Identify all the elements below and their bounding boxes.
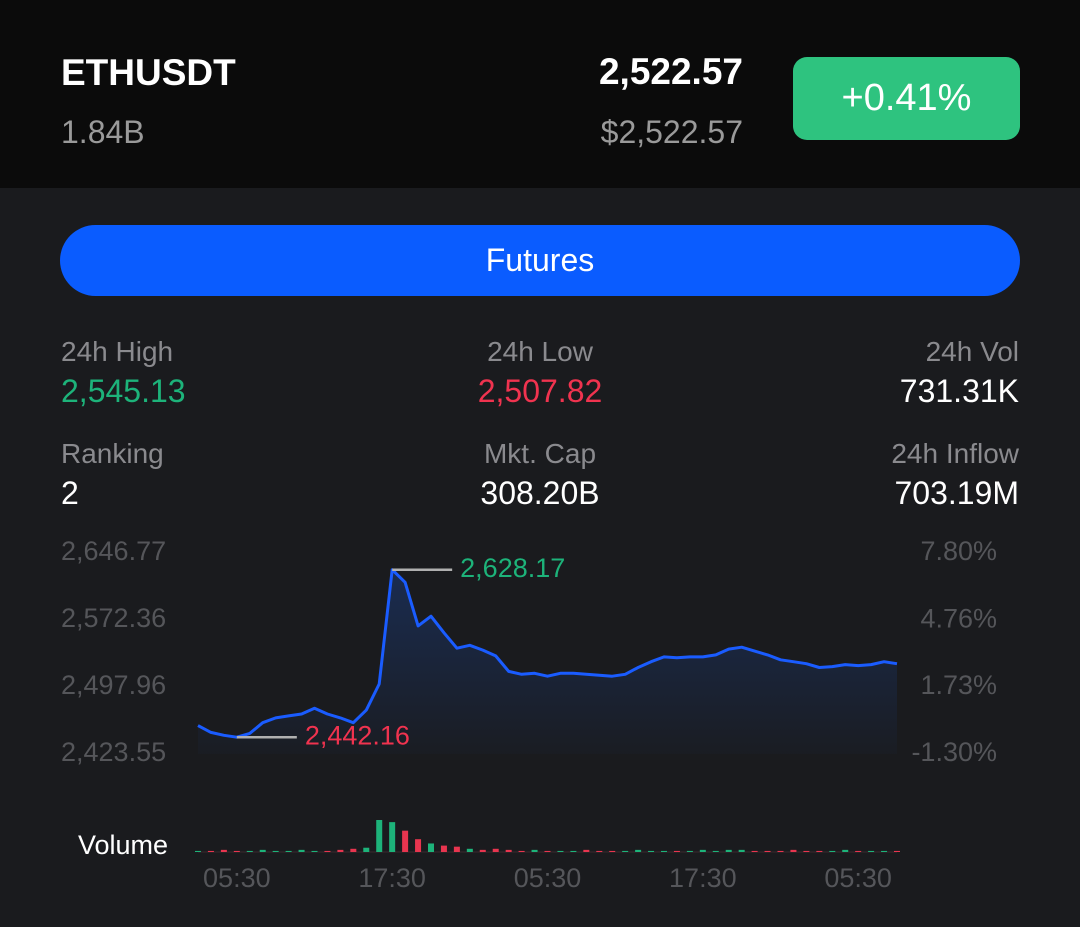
volume-bar bbox=[725, 849, 732, 852]
area bbox=[198, 569, 897, 754]
volume-bar bbox=[492, 848, 499, 852]
volume-bar bbox=[894, 850, 900, 852]
volume-bar bbox=[777, 850, 784, 852]
volume-label: Volume bbox=[78, 830, 168, 860]
volume-bar bbox=[622, 850, 629, 852]
stat-value: 731.31K bbox=[899, 373, 1019, 409]
volume-bar bbox=[311, 850, 318, 852]
x-tick-label: 17:30 bbox=[669, 863, 737, 893]
price: 2,522.57 bbox=[598, 51, 743, 92]
volume-bar bbox=[518, 850, 525, 852]
volume-bar bbox=[648, 850, 655, 852]
volume-bar bbox=[570, 850, 577, 852]
volume-bar bbox=[803, 850, 810, 852]
stat-label: 24h Inflow bbox=[891, 438, 1019, 469]
volume-bar bbox=[829, 850, 836, 852]
price-usd: $2,522.57 bbox=[600, 114, 743, 150]
stat-value: 2,507.82 bbox=[477, 373, 603, 409]
volume-bar bbox=[207, 850, 214, 852]
stat-label: Ranking bbox=[61, 438, 164, 469]
x-tick-label: 05:30 bbox=[514, 863, 582, 893]
volume-bar bbox=[220, 849, 227, 852]
volume-bar bbox=[609, 850, 616, 852]
volume-bar bbox=[350, 848, 357, 852]
volume-bar bbox=[505, 849, 512, 852]
volume-bar bbox=[415, 839, 422, 852]
volume-bar bbox=[259, 849, 266, 852]
stat-value: 2 bbox=[61, 475, 79, 511]
volume-bar bbox=[479, 849, 486, 852]
volume-bar bbox=[453, 846, 460, 852]
volume-bar bbox=[855, 850, 862, 852]
volume-bar bbox=[389, 822, 396, 852]
volume-bar bbox=[661, 850, 667, 852]
low-label: 2,442.16 bbox=[305, 720, 410, 750]
y2-tick-label: 7.80% bbox=[920, 536, 997, 566]
volume-bar bbox=[557, 850, 564, 852]
x-tick-label: 05:30 bbox=[824, 863, 892, 893]
volume-bar bbox=[583, 849, 590, 852]
stat-label: 24h Low bbox=[487, 336, 593, 367]
stat-value: 703.19M bbox=[894, 475, 1019, 511]
y-tick-label: 2,572.36 bbox=[61, 603, 166, 633]
price-line bbox=[197, 568, 898, 739]
y-tick-label: 2,497.96 bbox=[61, 670, 166, 700]
volume-bar bbox=[466, 848, 473, 852]
high-label: 2,628.17 bbox=[460, 553, 565, 583]
stat-value: 308.20B bbox=[480, 475, 600, 511]
stat-label: Mkt. Cap bbox=[483, 438, 597, 469]
volume-bar bbox=[635, 849, 642, 852]
volume-bar bbox=[738, 849, 745, 852]
y-tick-label: 2,646.77 bbox=[61, 536, 166, 566]
volume-bar bbox=[272, 850, 279, 852]
volume-bar bbox=[699, 849, 706, 852]
volume-bar bbox=[764, 850, 771, 852]
change-badge: +0.41% bbox=[793, 57, 1020, 140]
volume-bar bbox=[816, 850, 823, 852]
volume-bar bbox=[285, 850, 292, 852]
volume-bar bbox=[195, 850, 201, 852]
volume-bar bbox=[842, 849, 849, 852]
volume-bar bbox=[544, 850, 551, 852]
x-tick-label: 17:30 bbox=[358, 863, 426, 893]
volume-bar bbox=[233, 850, 240, 852]
volume-bar bbox=[324, 850, 331, 852]
volume-bar bbox=[246, 850, 253, 852]
futures-button[interactable]: Futures bbox=[60, 225, 1020, 296]
y2-tick-label: 4.76% bbox=[920, 603, 997, 633]
volume-bar bbox=[596, 850, 603, 852]
volume-bar bbox=[868, 850, 875, 852]
volume-bar bbox=[751, 850, 758, 852]
volume-bar bbox=[402, 830, 409, 852]
y-tick-label: 2,423.55 bbox=[61, 737, 166, 767]
stat-value: 2,545.13 bbox=[61, 373, 186, 409]
volume-bar bbox=[686, 850, 693, 852]
stat-label: 24h Vol bbox=[925, 336, 1019, 367]
volume-bar bbox=[337, 849, 344, 852]
volume-total: 1.84B bbox=[61, 114, 145, 150]
y2-tick-label: 1.73% bbox=[920, 670, 997, 700]
volume-bar bbox=[376, 820, 383, 852]
volume-bar bbox=[298, 849, 305, 852]
volume-bar bbox=[428, 843, 434, 852]
stat-label: 24h High bbox=[61, 336, 174, 367]
volume-bar bbox=[531, 849, 538, 852]
x-tick-label: 05:30 bbox=[203, 863, 271, 893]
volume-bar bbox=[881, 850, 888, 852]
volume-bar bbox=[440, 845, 447, 852]
y2-tick-label: -1.30% bbox=[911, 737, 997, 767]
volume-bar bbox=[673, 850, 680, 852]
volume-bar bbox=[790, 849, 797, 852]
volume-bar bbox=[712, 850, 719, 852]
volume-bar bbox=[363, 847, 370, 852]
symbol: ETHUSDT bbox=[61, 52, 236, 93]
